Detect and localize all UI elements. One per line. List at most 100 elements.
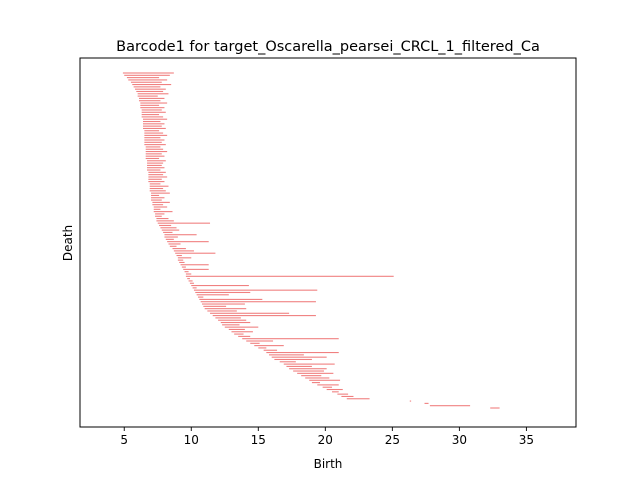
barcode-bar: [141, 109, 162, 111]
barcode-bar: [200, 301, 316, 303]
barcode-bar: [231, 331, 253, 333]
barcode-bar: [144, 144, 166, 146]
barcode-bar: [132, 84, 172, 86]
barcode-bar: [311, 382, 320, 384]
barcode-bar: [143, 120, 161, 123]
barcode-bar: [151, 194, 160, 196]
barcode-bar: [301, 375, 322, 377]
barcode-bar: [147, 169, 161, 171]
barcode-bar: [346, 398, 370, 400]
chart-title: Barcode1 for target_Oscarella_pearsei_CR…: [116, 39, 540, 55]
barcode-bar: [145, 151, 168, 153]
barcode-bar: [134, 88, 166, 90]
barcode-bar: [222, 324, 240, 326]
barcode-bar: [409, 400, 412, 402]
barcode-bar: [148, 176, 168, 178]
barcode-bar: [138, 100, 161, 102]
barcode-bar: [201, 303, 245, 305]
barcode-bar: [224, 326, 259, 328]
barcode-bar: [191, 285, 249, 287]
barcode-bar: [269, 354, 304, 356]
barcode-bar: [136, 90, 164, 93]
barcode-bar: [326, 388, 343, 391]
barcode-bar: [141, 116, 164, 118]
barcode-bar: [293, 370, 324, 372]
barcode-bar: [210, 312, 290, 314]
barcode-bar: [122, 72, 174, 74]
barcode-bar: [161, 229, 180, 231]
barcode-bar: [148, 181, 165, 183]
barcode-bar: [179, 261, 185, 263]
barcode-bar: [140, 107, 165, 109]
barcode-bar: [172, 248, 186, 250]
barcode-bar: [196, 294, 229, 296]
barcode-bar: [258, 347, 267, 349]
barcode-bar: [153, 206, 168, 208]
barcode-bar: [155, 213, 165, 215]
barcode-bar: [141, 114, 160, 116]
barcode-bar: [147, 162, 164, 164]
barcode-bar: [149, 187, 164, 190]
barcode-bar: [144, 130, 160, 132]
barcode-bar: [238, 335, 251, 337]
barcode-bar: [151, 199, 162, 201]
barcode-bar: [133, 86, 161, 88]
barcode-bar: [163, 231, 173, 233]
x-axis-ticks: 5 10 15 20 25 30 35: [120, 427, 534, 447]
barcode-bar: [181, 266, 186, 268]
barcode-bar: [144, 141, 162, 143]
barcode-bar: [155, 215, 162, 217]
barcode-bar: [149, 183, 161, 185]
barcode-bar: [185, 275, 394, 277]
barcode-bar: [490, 407, 500, 409]
barcode-bar: [165, 238, 174, 240]
barcode-bar: [164, 236, 178, 238]
barcode-bar: [215, 317, 241, 319]
barcode-bar: [140, 102, 168, 104]
barcode-bar: [193, 289, 318, 291]
barcode-bar: [130, 81, 162, 83]
barcode-bar: [149, 185, 169, 187]
barcode-bar: [234, 333, 244, 335]
barcode-bar: [197, 296, 204, 298]
barcode-bar: [250, 342, 260, 344]
barcode-bar: [143, 123, 165, 125]
barcode-bar: [137, 93, 169, 95]
barcode-bar: [168, 243, 181, 245]
barcode-bar: [144, 137, 161, 139]
barcode-bar: [305, 377, 330, 379]
barcode-bar: [164, 234, 197, 236]
barcode-bar: [187, 278, 190, 280]
barcode-bar: [204, 308, 247, 310]
barcode-bar: [145, 146, 161, 148]
barcode-bar: [266, 352, 339, 354]
barcode-bar: [341, 395, 354, 397]
barcode-bar: [286, 365, 312, 367]
barcode-bar: [152, 204, 164, 206]
x-tick-label: 25: [385, 433, 400, 447]
barcode-bar: [148, 171, 166, 173]
x-tick-label: 10: [184, 433, 199, 447]
barcode-bar: [177, 259, 184, 261]
barcode-bar: [183, 268, 209, 270]
barcode-bar: [246, 340, 274, 342]
barcode-bar: [332, 391, 339, 393]
barcode-bar: [167, 241, 209, 243]
bars-layer: [122, 72, 500, 409]
barcode-bar: [145, 157, 160, 160]
barcode-bar: [143, 125, 162, 127]
barcode-bar: [126, 77, 160, 79]
barcode-bar: [138, 97, 165, 99]
barcode-bar: [156, 220, 174, 222]
barcode-bar: [148, 174, 164, 176]
barcode-bar: [309, 379, 341, 381]
barcode-bar: [220, 321, 251, 324]
barcode-bar: [140, 104, 160, 106]
barcode-bar: [317, 384, 339, 386]
barcode-bar: [124, 74, 170, 76]
barcode-bar: [188, 280, 193, 282]
barcode-bar: [228, 328, 245, 330]
barcode-bar: [153, 211, 173, 213]
